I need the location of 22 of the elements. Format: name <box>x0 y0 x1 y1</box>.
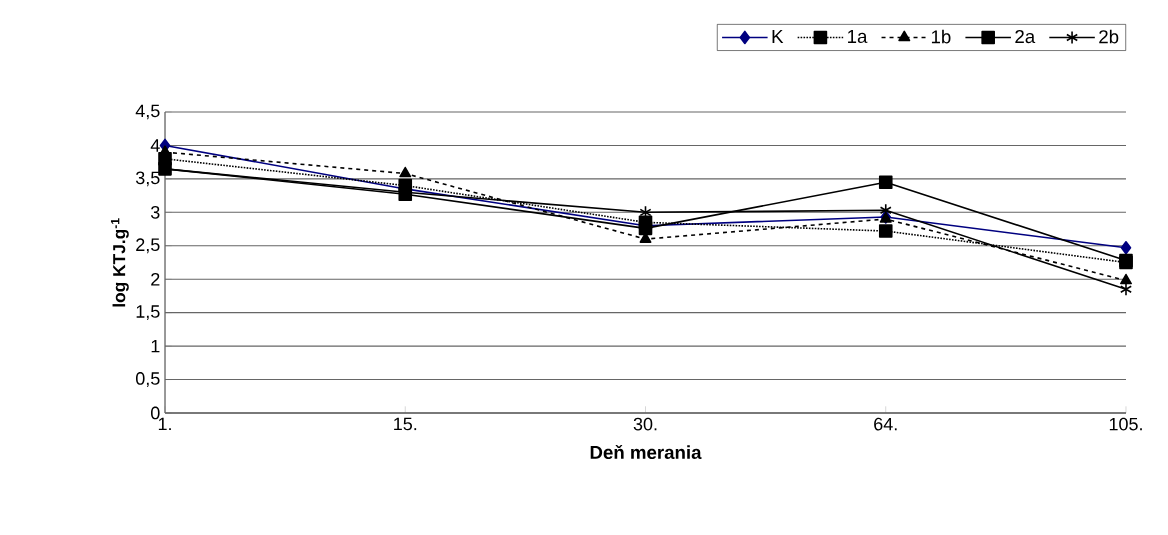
y-tick-label: 3 <box>150 205 160 219</box>
x-tick-label: 64. <box>874 417 897 431</box>
y-tick-label: 1,5 <box>136 305 160 320</box>
x-tick-label: 15. <box>394 417 417 431</box>
legend-label: 2a <box>1015 29 1036 44</box>
y-tick-label: 0 <box>151 406 160 420</box>
y-tick-label: 4 <box>150 139 160 152</box>
x-axis-title: Deň merania <box>590 444 702 460</box>
y-tick-label: 1 <box>151 339 160 353</box>
legend-label: 1b <box>931 29 951 44</box>
y-tick-label: 3,5 <box>135 171 160 187</box>
legend-label: 1a <box>848 30 868 44</box>
y-tick-label: 4,5 <box>135 104 160 120</box>
y-tick-label: 2 <box>151 272 160 286</box>
x-tick-label: 1. <box>158 417 171 431</box>
y-tick-label: 0,5 <box>135 372 160 387</box>
legend-label: 2b <box>1099 29 1119 44</box>
x-tick-label: 105. <box>1109 417 1142 431</box>
y-axis-title: log KTJ.g$^{-1}$ <box>110 218 129 307</box>
y-tick-label: 2,5 <box>136 238 160 254</box>
x-tick-label: 30. <box>633 417 657 431</box>
legend-label: K <box>772 30 784 43</box>
